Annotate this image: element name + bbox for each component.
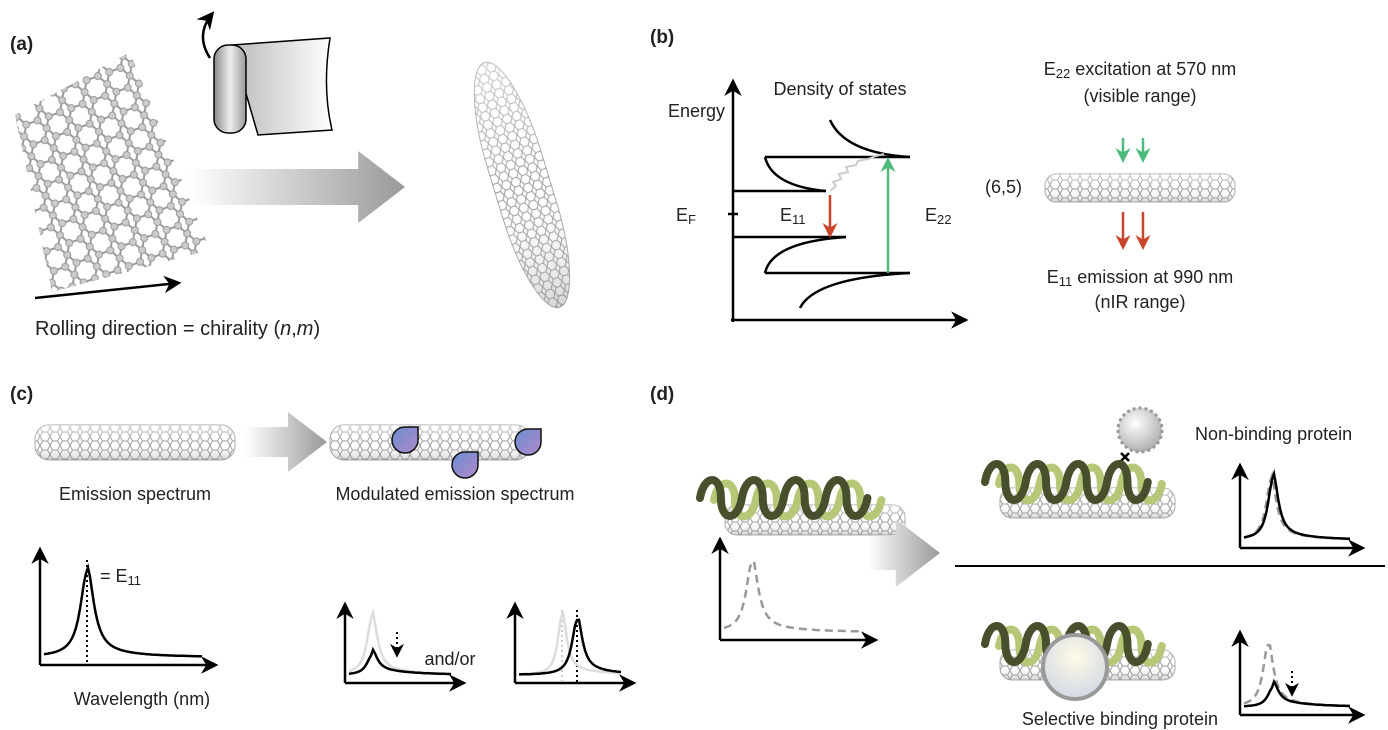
dos-curve xyxy=(800,273,910,308)
spectrum xyxy=(1244,682,1350,707)
spectrum xyxy=(519,620,621,675)
rolled-nanotube xyxy=(458,54,586,315)
dos-curve xyxy=(830,120,910,157)
symbol: = E xyxy=(100,566,128,586)
subscript: 11 xyxy=(792,212,806,227)
subscript: 22 xyxy=(937,212,951,227)
caption: Non-binding protein xyxy=(1195,424,1352,444)
analyte xyxy=(452,452,478,478)
selective-binding-protein xyxy=(1043,635,1107,699)
caption: Emission spectrum xyxy=(59,484,211,504)
symbol: E xyxy=(1047,267,1059,287)
process-arrow xyxy=(190,151,405,223)
range-label: (nIR range) xyxy=(1094,292,1185,312)
relaxation xyxy=(830,154,884,191)
caption: Selective binding protein xyxy=(1022,709,1218,729)
excitation-label: E22 excitation at 570 nm xyxy=(1044,59,1237,82)
caption-part: Rolling direction = chirality ( xyxy=(35,318,280,340)
e22-label: E22 xyxy=(925,205,951,228)
figure: (a) Rolling direction = chirality (n,m) (b… xyxy=(0,0,1388,730)
non-binding-protein xyxy=(1118,408,1162,452)
caption-part: m xyxy=(297,318,314,340)
caption: Modulated emission spectrum xyxy=(335,484,574,504)
nanotube-shade xyxy=(1045,174,1235,202)
caption: Rolling direction = chirality (n,m) xyxy=(35,318,320,340)
subscript: F xyxy=(688,212,696,227)
text: excitation at 570 nm xyxy=(1070,59,1236,79)
caption-part: ) xyxy=(313,318,320,340)
caption-part: n xyxy=(280,318,291,340)
subscript: 22 xyxy=(1056,66,1070,81)
spectrum xyxy=(519,612,621,675)
fermi-label: EF xyxy=(676,205,696,228)
axis-label: Wavelength (nm) xyxy=(74,689,210,709)
analyte xyxy=(392,427,418,453)
process-arrow xyxy=(245,412,327,472)
spectrum xyxy=(724,562,862,632)
symbol: E xyxy=(676,205,688,225)
text: emission at 990 nm xyxy=(1072,267,1233,287)
symbol: E xyxy=(780,205,792,225)
spectrum xyxy=(1244,645,1350,706)
no-binding-mark xyxy=(1121,453,1129,461)
roll-arrow xyxy=(203,14,212,58)
axis-label: Density of states xyxy=(773,79,906,99)
symbol: E xyxy=(1044,59,1056,79)
range-label: (visible range) xyxy=(1083,86,1196,106)
peak-label: = E11 xyxy=(100,566,141,589)
subscript: 11 xyxy=(128,573,142,588)
spectrum xyxy=(1244,474,1350,539)
symbol: E xyxy=(925,205,937,225)
emission-label: E11 emission at 990 nm xyxy=(1047,267,1234,290)
analyte xyxy=(515,429,541,455)
nanotube-shade xyxy=(330,425,530,460)
panel-label: (b) xyxy=(650,27,674,48)
dos-curve xyxy=(765,237,846,273)
panel-label: (d) xyxy=(650,384,674,405)
graphene-sheet xyxy=(15,52,210,292)
paper-sheet xyxy=(232,38,332,135)
axis-label: Energy xyxy=(668,101,725,121)
panel-label: (a) xyxy=(10,34,33,55)
panel-label: (c) xyxy=(10,384,33,405)
nanotube-shade xyxy=(458,54,586,315)
subscript: 11 xyxy=(1059,274,1073,289)
conjunction: and/or xyxy=(424,649,475,669)
e11-label: E11 xyxy=(780,205,806,228)
chirality-label: (6,5) xyxy=(985,177,1022,197)
dos-curve xyxy=(765,157,826,191)
nanotube-shade xyxy=(35,425,235,460)
paper-roll xyxy=(214,45,246,133)
